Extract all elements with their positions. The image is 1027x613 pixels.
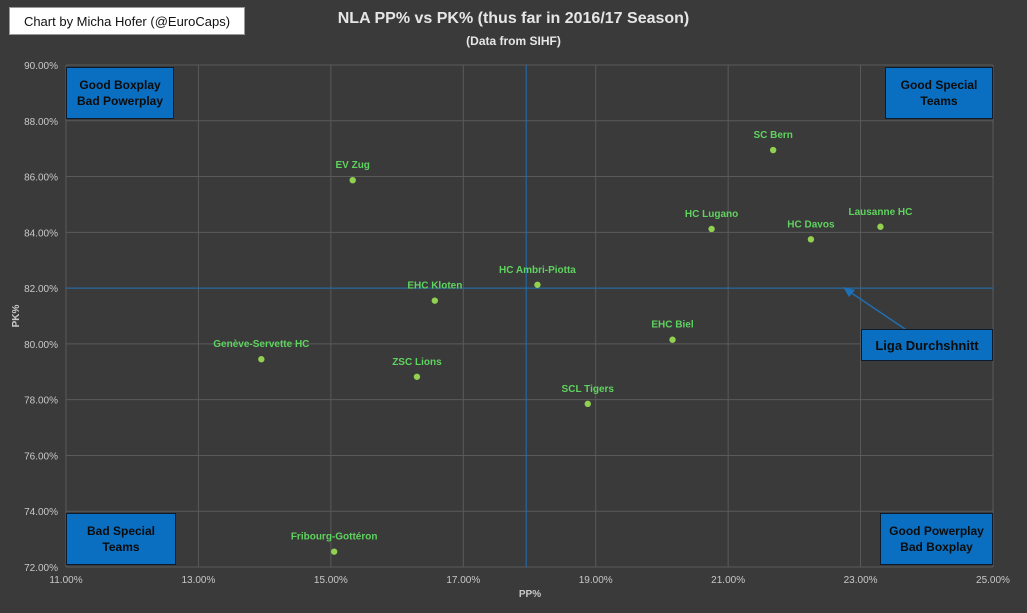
x-tick-label: 23.00% xyxy=(844,575,878,586)
annotation-arrow-line xyxy=(849,291,909,332)
y-tick-label: 84.00% xyxy=(24,228,58,239)
y-tick-label: 72.00% xyxy=(24,563,58,574)
data-point-label: EV Zug xyxy=(335,160,369,171)
x-axis-title: PP% xyxy=(519,589,541,600)
data-point-label: ZSC Lions xyxy=(392,357,442,368)
y-tick-label: 82.00% xyxy=(24,284,58,295)
y-tick-label: 90.00% xyxy=(24,61,58,72)
quadrant-bottom-right: Good Powerplay Bad Boxplay xyxy=(880,513,993,565)
quadrant-bottom-right-line1: Good Powerplay xyxy=(889,524,984,538)
data-point-label: EHC Biel xyxy=(651,320,693,331)
data-point-label: Genève-Servette HC xyxy=(213,339,309,350)
quadrant-bottom-right-line2: Bad Boxplay xyxy=(900,540,973,554)
data-point xyxy=(807,236,815,243)
data-point xyxy=(708,225,715,233)
chart-title: NLA PP% vs PK% (thus far in 2016/17 Seas… xyxy=(337,10,690,27)
quadrant-top-right-line1: Good Special xyxy=(900,78,978,92)
data-point xyxy=(584,400,591,408)
data-point xyxy=(349,176,356,184)
annotation-arrow-head xyxy=(843,287,855,297)
y-tick-label: 88.00% xyxy=(24,117,58,128)
x-tick-label: 19.00% xyxy=(579,575,613,586)
data-point xyxy=(431,297,439,304)
x-tick-label: 25.00% xyxy=(976,575,1010,586)
y-tick-label: 78.00% xyxy=(24,396,58,407)
quadrant-bottom-left-line2: Teams xyxy=(102,540,140,554)
quadrant-top-left-line1: Good Boxplay xyxy=(79,78,161,92)
data-point xyxy=(258,356,265,363)
x-tick-label: 11.00% xyxy=(49,575,82,586)
x-tick-label: 17.00% xyxy=(446,575,480,586)
x-tick-label: 13.00% xyxy=(181,575,215,586)
data-point-label: HC Davos xyxy=(787,219,835,230)
grid-lines xyxy=(65,64,994,568)
quadrant-bottom-left: Bad Special Teams xyxy=(66,513,176,565)
quadrant-bottom-left-line1: Bad Special xyxy=(86,524,156,538)
data-point xyxy=(669,336,676,343)
league-average-annotation: Liga Durchshnitt xyxy=(861,329,993,361)
x-tick-label: 21.00% xyxy=(711,575,745,586)
y-axis-title: PK% xyxy=(11,305,22,328)
chart-credit: Chart by Micha Hofer (@EuroCaps) xyxy=(9,7,245,35)
y-tick-label: 80.00% xyxy=(24,340,58,351)
quadrant-top-right: Good Special Teams xyxy=(885,67,993,119)
y-tick-label: 86.00% xyxy=(24,173,58,184)
data-point-label: HC Ambri-Piotta xyxy=(499,265,576,276)
data-point-label: SCL Tigers xyxy=(562,384,615,395)
data-point xyxy=(877,223,884,230)
data-point-label: SC Bern xyxy=(753,130,792,141)
data-point xyxy=(534,281,541,288)
data-point-label: EHC Kloten xyxy=(407,281,462,292)
reference-lines xyxy=(66,65,993,567)
x-tick-label: 15.00% xyxy=(314,575,348,586)
chart-subtitle: (Data from SIHF) xyxy=(466,34,561,48)
data-point xyxy=(413,373,421,380)
quadrant-top-right-line2: Teams xyxy=(920,94,958,108)
quadrant-top-left-line2: Bad Powerplay xyxy=(76,94,164,108)
data-point-label: Lausanne HC xyxy=(848,207,912,218)
data-point-label: HC Lugano xyxy=(685,209,738,220)
data-points: SC Bern EV Zug HC Lugano HC Davos Lausanne H… xyxy=(213,130,912,555)
axis-ticks: 11.00% 13.00% 15.00% 17.00% 19.00% 21.00% 23.0… xyxy=(24,61,1010,586)
data-point xyxy=(769,146,777,154)
quadrant-top-left: Good Boxplay Bad Powerplay xyxy=(66,67,174,119)
y-tick-label: 74.00% xyxy=(24,507,58,518)
data-point xyxy=(330,548,338,555)
data-point-label: Fribourg-Gottéron xyxy=(291,532,378,543)
y-tick-label: 76.00% xyxy=(24,451,58,462)
